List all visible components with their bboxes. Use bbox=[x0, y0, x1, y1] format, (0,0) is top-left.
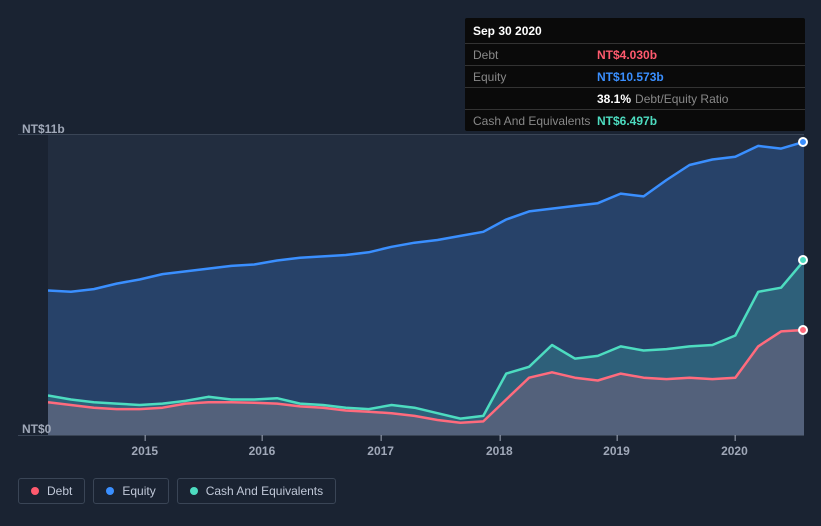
tooltip-row-value: NT$6.497b bbox=[597, 114, 657, 128]
series-end-marker bbox=[798, 325, 808, 335]
tooltip-row-label bbox=[473, 92, 597, 106]
x-axis: 2015 2016 2017 2018 2019 2020 bbox=[48, 444, 804, 464]
legend-label: Debt bbox=[47, 484, 72, 498]
series-end-marker bbox=[798, 255, 808, 265]
tooltip-date: Sep 30 2020 bbox=[465, 18, 805, 44]
plot-area[interactable] bbox=[48, 135, 804, 435]
legend-item-debt[interactable]: Debt bbox=[18, 478, 85, 504]
legend-dot bbox=[31, 487, 39, 495]
y-axis-bottom-label: NT$0 bbox=[22, 422, 51, 436]
data-tooltip: Sep 30 2020 DebtNT$4.030bEquityNT$10.573… bbox=[465, 18, 805, 131]
tooltip-row: DebtNT$4.030b bbox=[465, 44, 805, 66]
tooltip-row: EquityNT$10.573b bbox=[465, 66, 805, 88]
x-tick-label: 2020 bbox=[721, 444, 748, 458]
chart-container: Sep 30 2020 DebtNT$4.030bEquityNT$10.573… bbox=[0, 0, 821, 526]
tooltip-row-label: Cash And Equivalents bbox=[473, 114, 597, 128]
tooltip-row-value: NT$10.573b bbox=[597, 70, 664, 84]
x-tick-label: 2016 bbox=[249, 444, 276, 458]
gridline-bottom bbox=[18, 435, 804, 436]
x-tick-label: 2015 bbox=[131, 444, 158, 458]
x-tick-label: 2018 bbox=[486, 444, 513, 458]
legend: Debt Equity Cash And Equivalents bbox=[18, 478, 336, 504]
tooltip-row: Cash And EquivalentsNT$6.497b bbox=[465, 110, 805, 131]
series-end-marker bbox=[798, 137, 808, 147]
legend-dot bbox=[190, 487, 198, 495]
tooltip-row-value: NT$4.030b bbox=[597, 48, 657, 62]
tooltip-row-sublabel: Debt/Equity Ratio bbox=[635, 92, 728, 106]
legend-label: Cash And Equivalents bbox=[206, 484, 323, 498]
x-tick-label: 2019 bbox=[603, 444, 630, 458]
tooltip-row-value: 38.1%Debt/Equity Ratio bbox=[597, 92, 728, 106]
y-axis-top-label: NT$11b bbox=[22, 122, 65, 136]
legend-item-cash-and-equivalents[interactable]: Cash And Equivalents bbox=[177, 478, 336, 504]
x-tick-label: 2017 bbox=[367, 444, 394, 458]
legend-dot bbox=[106, 487, 114, 495]
legend-label: Equity bbox=[122, 484, 155, 498]
tooltip-row-label: Equity bbox=[473, 70, 597, 84]
tooltip-row: 38.1%Debt/Equity Ratio bbox=[465, 88, 805, 110]
legend-item-equity[interactable]: Equity bbox=[93, 478, 168, 504]
tooltip-row-label: Debt bbox=[473, 48, 597, 62]
